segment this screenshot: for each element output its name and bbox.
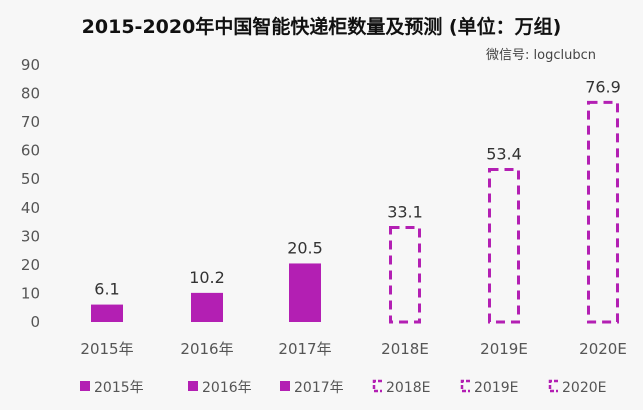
- y-tick-label: 70: [21, 113, 40, 131]
- legend-swatch: [280, 381, 290, 391]
- legend-swatch: [372, 379, 382, 393]
- x-tick-label: 2018E: [381, 340, 429, 358]
- data-label: 33.1: [387, 202, 423, 221]
- bar: [389, 225, 421, 324]
- y-tick-label: 0: [30, 313, 40, 331]
- y-tick-label: 30: [21, 227, 40, 245]
- data-label: 20.5: [287, 238, 323, 257]
- x-tick-label: 2015年: [80, 340, 133, 358]
- legend-label: 2020E: [562, 380, 606, 396]
- legend-swatch: [548, 379, 558, 393]
- x-tick-label: 2017年: [278, 340, 331, 358]
- bar: [91, 304, 123, 322]
- legend-label: 2018E: [386, 380, 430, 396]
- data-label: 6.1: [94, 280, 119, 299]
- watermark: 微信号: logclubcn: [486, 48, 596, 63]
- x-tick-label: 2016年: [180, 340, 233, 358]
- x-tick-label: 2020E: [579, 340, 627, 358]
- legend-label: 2019E: [474, 380, 518, 396]
- y-tick-label: 20: [21, 256, 40, 274]
- legend-swatch: [460, 379, 470, 393]
- legend-swatch: [188, 381, 198, 391]
- chart-title: 2015-2020年中国智能快递柜数量及预测 (单位：万组): [81, 16, 562, 38]
- y-tick-label: 40: [21, 199, 40, 217]
- y-tick-label: 90: [21, 56, 40, 74]
- data-label: 53.4: [486, 145, 522, 164]
- legend-label: 2017年: [294, 380, 344, 396]
- data-label: 76.9: [585, 77, 621, 96]
- data-label: 10.2: [189, 268, 225, 287]
- legend-swatch: [80, 381, 90, 391]
- bar: [587, 100, 619, 324]
- y-tick-label: 80: [21, 85, 40, 103]
- bar: [488, 168, 520, 324]
- legend-label: 2015年: [94, 380, 144, 396]
- bar: [289, 263, 321, 322]
- y-tick-label: 10: [21, 284, 40, 302]
- y-tick-label: 50: [21, 170, 40, 188]
- y-tick-label: 60: [21, 142, 40, 160]
- legend-label: 2016年: [202, 380, 252, 396]
- x-tick-label: 2019E: [480, 340, 528, 358]
- bar: [191, 292, 223, 322]
